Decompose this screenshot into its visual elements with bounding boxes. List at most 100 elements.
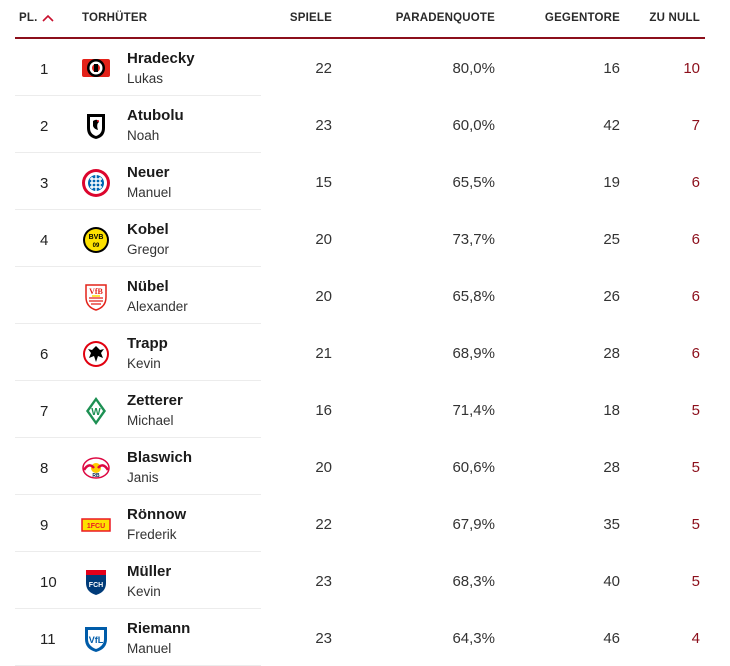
rank-cell: 10 — [40, 574, 57, 591]
save-rate-cell: 67,9% — [452, 516, 495, 533]
svg-text:1FCU: 1FCU — [87, 523, 105, 530]
player-last-name: Trapp — [127, 335, 168, 352]
games-cell: 22 — [315, 60, 332, 77]
rank-cell: 11 — [40, 631, 56, 648]
bayern-crest-icon — [81, 168, 111, 198]
clean-sheets-cell: 5 — [691, 573, 700, 590]
rank-column-header[interactable]: PL. — [19, 12, 54, 24]
player-first-name: Noah — [127, 128, 160, 143]
table-row[interactable]: 4 BVB 09 Kobel Gregor 20 73,7% 25 6 — [15, 210, 705, 267]
save-rate-cell: 60,0% — [452, 117, 495, 134]
dortmund-crest-icon: BVB 09 — [81, 225, 111, 255]
clean-sheets-cell: 6 — [691, 345, 700, 362]
goals-against-cell: 26 — [603, 288, 620, 305]
player-first-name: Michael — [127, 413, 174, 428]
player-name-cell[interactable]: Atubolu Noah — [127, 107, 184, 145]
table-row[interactable]: 10 FCH Müller Kevin 23 68,3% 40 5 — [15, 552, 705, 609]
games-column-header[interactable]: SPIELE — [289, 12, 332, 24]
save-rate-cell: 68,9% — [452, 345, 495, 362]
player-name-cell[interactable]: Zetterer Michael — [127, 392, 183, 430]
sort-ascending-chevron-icon — [41, 14, 54, 22]
heidenheim-crest-icon: FCH — [81, 567, 111, 597]
player-name-cell[interactable]: Kobel Gregor — [127, 221, 169, 259]
save-rate-cell: 65,8% — [452, 288, 495, 305]
player-first-name: Kevin — [127, 584, 161, 599]
table-header: PL. TORHÜTER SPIELE PARADENQUOTE GEGENTO… — [15, 0, 705, 39]
save-rate-cell: 64,3% — [452, 630, 495, 647]
svg-text:VfB: VfB — [89, 287, 103, 296]
clean-sheets-cell: 6 — [691, 174, 700, 191]
rank-cell: 7 — [40, 403, 49, 420]
table-row[interactable]: 1 Hradecky Lukas 22 80,0% 16 10 — [15, 39, 705, 96]
table-row[interactable]: 2 Atubolu Noah 23 60,0% 42 7 — [15, 96, 705, 153]
clean-sheets-cell: 10 — [683, 60, 700, 77]
goals-against-cell: 28 — [603, 459, 620, 476]
games-cell: 20 — [315, 231, 332, 248]
clean-sheets-cell: 5 — [691, 516, 700, 533]
games-cell: 20 — [315, 288, 332, 305]
name-column-header[interactable]: TORHÜTER — [82, 12, 148, 24]
games-cell: 23 — [315, 573, 332, 590]
player-first-name: Janis — [127, 470, 159, 485]
table-body: 1 Hradecky Lukas 22 80,0% 16 10 2 Atubolu Noah 23 6… — [15, 39, 705, 666]
player-last-name: Müller — [127, 563, 172, 580]
goals-against-cell: 25 — [603, 231, 620, 248]
save-rate-cell: 65,5% — [452, 174, 495, 191]
player-name-cell[interactable]: Trapp Kevin — [127, 335, 168, 373]
player-first-name: Alexander — [127, 299, 188, 314]
table-row[interactable]: 7 W Zetterer Michael 16 71,4% 18 5 — [15, 381, 705, 438]
player-last-name: Kobel — [127, 221, 169, 238]
goals-against-cell: 18 — [603, 402, 620, 419]
goals-against-cell: 16 — [603, 60, 620, 77]
goals-against-cell: 40 — [603, 573, 620, 590]
save-rate-column-header[interactable]: PARADENQUOTE — [395, 12, 495, 24]
table-row[interactable]: 3 Neuer Manuel 15 65,5% 19 6 — [15, 153, 705, 210]
player-name-cell[interactable]: Blaswich Janis — [127, 449, 192, 487]
games-cell: 16 — [315, 402, 332, 419]
goals-against-column-header[interactable]: GEGENTORE — [544, 12, 620, 24]
clean-sheets-cell: 6 — [691, 288, 700, 305]
table-row[interactable]: VfB Nübel Alexander 20 65,8% 26 6 — [15, 267, 705, 324]
player-first-name: Kevin — [127, 356, 161, 371]
svg-text:FCH: FCH — [89, 582, 103, 589]
games-cell: 23 — [315, 117, 332, 134]
table-row[interactable]: 11 VfL Riemann Manuel 23 64,3% 46 4 — [15, 609, 705, 666]
player-first-name: Manuel — [127, 185, 172, 200]
table-row[interactable]: 8 RB Blaswich Janis 20 60,6% 28 5 — [15, 438, 705, 495]
table-row[interactable]: 9 1FCU Rönnow Frederik 22 67,9% 35 5 — [15, 495, 705, 552]
player-last-name: Neuer — [127, 164, 170, 181]
player-name-cell[interactable]: Hradecky Lukas — [127, 50, 195, 88]
save-rate-cell: 60,6% — [452, 459, 495, 476]
player-name-cell[interactable]: Rönnow Frederik — [127, 506, 186, 544]
svg-text:RB: RB — [92, 473, 100, 479]
svg-text:W: W — [91, 407, 101, 418]
player-last-name: Riemann — [127, 620, 191, 637]
goals-against-cell: 28 — [603, 345, 620, 362]
player-name-cell[interactable]: Nübel Alexander — [127, 278, 188, 316]
rank-cell: 8 — [40, 460, 49, 477]
svg-text:BVB: BVB — [89, 234, 104, 241]
clean-sheets-column-header[interactable]: ZU NULL — [649, 12, 700, 24]
player-last-name: Rönnow — [127, 506, 187, 523]
games-cell: 22 — [315, 516, 332, 533]
rank-cell: 9 — [40, 517, 49, 534]
bochum-crest-icon: VfL — [81, 624, 111, 654]
player-name-cell[interactable]: Riemann Manuel — [127, 620, 190, 658]
svg-text:VfL: VfL — [89, 635, 104, 645]
goals-against-cell: 46 — [603, 630, 620, 647]
table-row[interactable]: 6 Trapp Kevin 21 68,9% 28 6 — [15, 324, 705, 381]
save-rate-cell: 71,4% — [452, 402, 495, 419]
games-cell: 21 — [315, 345, 332, 362]
player-first-name: Manuel — [127, 641, 172, 656]
player-last-name: Zetterer — [127, 392, 183, 409]
rank-cell: 3 — [40, 175, 49, 192]
player-name-cell[interactable]: Neuer Manuel — [127, 164, 171, 202]
clean-sheets-cell: 6 — [691, 231, 700, 248]
player-name-cell[interactable]: Müller Kevin — [127, 563, 171, 601]
bremen-crest-icon: W — [81, 396, 111, 426]
rank-header-label: PL. — [19, 12, 38, 24]
clean-sheets-cell: 4 — [691, 630, 700, 647]
svg-text:09: 09 — [93, 243, 100, 249]
player-last-name: Blaswich — [127, 449, 193, 466]
clean-sheets-cell: 7 — [691, 117, 700, 134]
